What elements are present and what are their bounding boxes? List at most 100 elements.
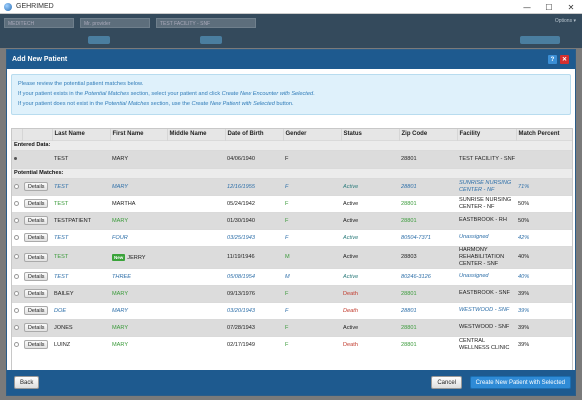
details-button[interactable]: Details [24,272,49,281]
details-button[interactable]: Details [24,306,49,315]
select-radio[interactable] [14,234,19,240]
cell-status: Death [341,301,399,319]
select-radio[interactable] [14,200,19,206]
select-radio[interactable] [14,290,19,296]
cell-match-percent: 50% [516,211,572,229]
table-row[interactable]: Details TEST FOUR 03/25/1943 F Active 80504-73… [12,228,572,246]
cell-middle-name [167,194,225,212]
column-header[interactable]: Match Percent [516,129,572,140]
cell-gender: F [283,301,341,319]
table-row[interactable]: Details TEST MARTHA 05/24/1942 F Active 28801 S… [12,194,572,212]
cell-match-percent: 39% [516,301,572,319]
entered-zip: 28801 [399,149,457,168]
column-header[interactable]: Zip Code [399,129,458,140]
column-header[interactable]: Facility [457,129,517,140]
cell-match-percent: 39% [516,318,572,336]
cell-zip: 80504-7371 [399,228,457,246]
cell-gender: F [283,211,341,229]
back-button[interactable]: Back [14,376,40,389]
cell-first-name: MARY [110,284,167,302]
cell-facility: Unassigned [457,267,516,285]
details-button[interactable]: Details [24,323,49,332]
cell-first-name: MARTHA [110,194,167,212]
cell-match-percent: 40% [516,267,572,285]
column-header[interactable] [22,129,53,140]
cell-middle-name [167,177,225,195]
table-row[interactable]: Details BAILEY MARY 09/13/1976 F Death 28801 EA… [12,284,572,302]
column-header[interactable]: Gender [283,129,342,140]
select-radio[interactable] [14,254,19,260]
cell-zip: 28801 [399,177,457,195]
cell-dob: 05/08/1954 [225,267,283,285]
maximize-icon[interactable]: ☐ [545,2,553,12]
cell-dob: 11/19/1946 [225,245,283,268]
table-row[interactable]: Details DOE MARY 03/20/1943 F Death 28801 WESTW… [12,301,572,319]
cell-match-percent: 42% [516,228,572,246]
create-new-patient-button[interactable]: Create New Patient with Selected [469,376,571,389]
details-button[interactable]: Details [24,199,49,208]
column-header[interactable] [12,129,23,140]
cell-match-percent: 39% [516,335,572,353]
cell-middle-name [167,267,225,285]
cell-gender: F [283,177,341,195]
cell-zip: 28801 [399,301,457,319]
column-header[interactable]: Middle Name [167,129,226,140]
column-header[interactable]: Date of Birth [225,129,284,140]
details-button[interactable]: Details [24,252,49,262]
select-radio[interactable] [14,307,19,313]
app-logo-icon [4,2,12,11]
select-radio[interactable] [14,341,19,347]
cell-gender: F [283,228,341,246]
column-header[interactable]: First Name [110,129,168,140]
details-button[interactable]: Details [24,182,49,191]
details-button[interactable]: Details [24,340,49,350]
cell-facility: HARMONY REHABILITATION CENTER - SNF [457,245,516,268]
cancel-button[interactable]: Cancel [431,376,462,389]
table-row[interactable]: Details TEST MARY 12/16/1955 F Active 28801 SUN… [12,177,572,195]
cell-dob: 09/13/1976 [225,284,283,302]
cell-gender: F [283,284,341,302]
minimize-icon[interactable]: — [523,2,531,12]
details-button[interactable]: Details [24,233,49,242]
instruction-line-1: Please review the potential patient matc… [18,81,144,87]
window-close-icon[interactable]: ✕ [567,2,575,12]
header-pill [200,36,222,44]
select-radio[interactable] [14,217,19,223]
location-select: MEDITECH [4,18,74,28]
table-row[interactable]: Details TEST New JERRY 11/19/1946 M Active 2880… [12,245,572,268]
close-icon[interactable]: ✕ [560,55,569,64]
entered-data-section: Entered Data: [12,139,572,150]
window-controls: — ☐ ✕ [516,0,582,14]
cell-middle-name [167,284,225,302]
table-row[interactable]: Details TEST THREE 05/08/1954 M Active 80246-3… [12,267,572,285]
cell-middle-name [167,211,225,229]
cell-match-percent: 40% [516,245,572,268]
table-row[interactable]: Details JONES MARY 07/28/1943 F Active 28801 WE… [12,318,572,336]
cell-last-name: TEST [52,177,110,195]
details-button[interactable]: Details [24,216,49,225]
cell-facility: CENTRAL WELLNESS CLINIC [457,335,516,353]
cell-zip: 80246-3126 [399,267,457,285]
column-header[interactable]: Status [341,129,400,140]
cell-facility: WESTWOOD - SNF [457,318,516,336]
entered-middle-name [167,149,225,168]
cell-last-name: TEST [52,228,110,246]
cell-gender: F [283,335,341,353]
header-pill [88,36,110,44]
entered-gender: F [283,149,341,168]
help-icon[interactable]: ? [548,55,557,64]
column-header[interactable]: Last Name [52,129,111,140]
details-button[interactable]: Details [24,289,49,298]
cell-dob: 01/30/1940 [225,211,283,229]
select-radio[interactable] [14,273,19,279]
cell-match-percent: 50% [516,194,572,212]
cell-facility: SUNRISE NURSING CENTER - NF [457,194,516,212]
cell-middle-name [167,335,225,353]
select-radio[interactable] [14,183,19,189]
select-radio[interactable] [14,324,19,330]
cell-last-name: TEST [52,245,110,268]
table-row[interactable]: Details TESTPATIENT MARY 01/30/1940 F Active 2… [12,211,572,229]
table-row[interactable]: Details LUINZ MARY 02/17/1949 F Death 28801 CEN… [12,335,572,353]
entered-facility: TEST FACILITY - SNF [457,149,516,168]
bullet-icon [14,157,17,161]
